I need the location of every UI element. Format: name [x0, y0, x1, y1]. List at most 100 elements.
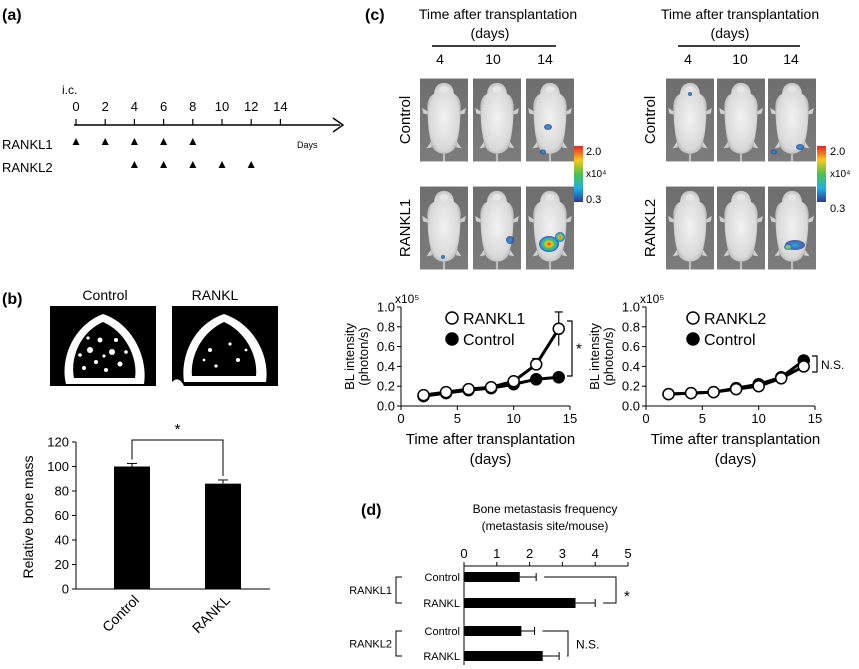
left-bli-images [420, 77, 574, 271]
bone-mass-chart: 0 20 40 60 80 100 120 Control RANKL Relative bo… [20, 421, 270, 636]
bone-mass-y-tick-label: 120 [47, 435, 69, 450]
data-point [417, 388, 430, 402]
x-axis-label: (days) [715, 451, 757, 468]
right-header-line1: Time after transplantation [661, 6, 819, 22]
injection-marker [130, 161, 138, 168]
data-point [462, 382, 475, 396]
bone-mass-y-tick-label: 20 [55, 557, 69, 572]
y-tick-label: 1.0 [622, 300, 640, 315]
left-row-label-control: Control [397, 96, 414, 144]
signal-spot [539, 236, 559, 252]
group-label: RANKL1 [349, 585, 392, 597]
timeline-tick-label: 4 [131, 99, 138, 114]
image-title-control: Control [82, 287, 127, 303]
left-row-label-rankl1: RANKL1 [397, 199, 414, 257]
panel-c-label: (c) [365, 7, 385, 24]
legend-label: Control [463, 332, 515, 349]
injection-marker [247, 161, 255, 168]
injection-marker [189, 138, 197, 145]
significance-marker: * [576, 341, 582, 358]
panel-d: (d) Bone metastasis frequency (metastasi… [349, 502, 632, 665]
injection-marker [160, 138, 168, 145]
bone-mass-bars [114, 462, 241, 589]
injection-marker [218, 161, 226, 168]
injection-marker [101, 138, 109, 145]
right-bli-images [666, 77, 816, 271]
x-tick-label: 4 [592, 546, 599, 561]
microct-rankl-image [172, 306, 278, 386]
metastasis-title-line1: Bone metastasis frequency [473, 502, 618, 516]
bli-image [420, 77, 468, 163]
data-point [729, 382, 743, 396]
group-bracket [395, 576, 402, 604]
y-tick-label: 0.4 [377, 359, 395, 374]
colorbar-min: 0.3 [830, 203, 845, 215]
bar [464, 598, 576, 608]
left-day-14: 14 [537, 51, 553, 67]
microct-control-image [50, 306, 156, 386]
data-point [529, 373, 543, 386]
timeline-tick-label: 8 [189, 99, 196, 114]
significance-marker: * [624, 588, 630, 605]
x-axis-label: Time after transplantation [651, 431, 821, 448]
right-row-label-control: Control [642, 96, 659, 144]
significance-marker: N.S. [821, 358, 844, 372]
bar [464, 651, 543, 661]
data-point [552, 322, 565, 336]
data-point [684, 386, 698, 400]
y-tick-label: 0.2 [377, 379, 395, 394]
significance-marker: * [175, 421, 181, 438]
y-tick-label: 0.6 [377, 339, 395, 354]
right-row-label-rankl2: RANKL2 [642, 199, 659, 257]
x-tick-label: 0 [397, 411, 404, 426]
bli-image [717, 185, 765, 271]
signal-spot [796, 144, 804, 150]
timeline-tick-label: 0 [72, 99, 79, 114]
injection-marker [160, 161, 168, 168]
x-tick-label: 1 [493, 546, 500, 561]
left-header-line1: Time after transplantation [419, 6, 577, 22]
signal-spot [555, 232, 565, 242]
colorbar-unit: x10⁴ [586, 169, 606, 180]
x-tick-label: 10 [751, 411, 765, 426]
image-title-rankl: RANKL [192, 287, 239, 303]
bone-mass-significance: * [131, 421, 224, 476]
data-point [552, 371, 565, 384]
significance-marker: N.S. [576, 638, 599, 652]
y-multiplier: x10⁵ [640, 292, 664, 306]
bar [464, 572, 520, 582]
bli-image [717, 77, 765, 163]
y-tick-label: 1.0 [377, 300, 395, 315]
y-tick-label: 0.4 [622, 359, 640, 374]
panel-c: (c) Time after transplantation (days) 4 … [342, 6, 850, 468]
bone-mass-category-label: Control [99, 592, 142, 635]
signal-spot [784, 244, 792, 250]
timeline-arrow-icon [332, 117, 345, 133]
colorbar-max: 2.0 [830, 146, 845, 158]
colorbar-min: 0.3 [586, 194, 601, 206]
bone-mass-y-tick-label: 80 [55, 484, 69, 499]
x-axis-label: Time after transplantation [406, 431, 576, 448]
right-header-line2: (days) [711, 25, 750, 41]
legend-marker [686, 332, 700, 346]
left-colorbar: 2.0 x10⁴ 0.3 [574, 146, 606, 206]
data-point [484, 380, 498, 394]
timeline-unit: Days [297, 140, 318, 150]
injection-marker [130, 138, 138, 145]
y-tick-label: 0.2 [622, 379, 640, 394]
colorbar-unit: x10⁴ [830, 169, 850, 180]
significance-bracket [542, 630, 569, 657]
injection-markers [72, 138, 255, 168]
y-axis-label: BL intensity [342, 323, 357, 390]
data-point [797, 360, 810, 373]
bone-mass-y-tick-label: 60 [55, 508, 69, 523]
colorbar-max: 2.0 [586, 146, 601, 158]
row-label-rankl1: RANKL1 [2, 137, 53, 152]
signal-spot [544, 124, 552, 130]
y-tick-label: 0.8 [377, 319, 395, 334]
data-point [529, 358, 543, 371]
signal-spot [540, 149, 546, 155]
data-point [507, 375, 520, 388]
row-label-rankl2: RANKL2 [2, 160, 53, 175]
bone-mass-y-label: Relative bone mass [20, 456, 36, 579]
